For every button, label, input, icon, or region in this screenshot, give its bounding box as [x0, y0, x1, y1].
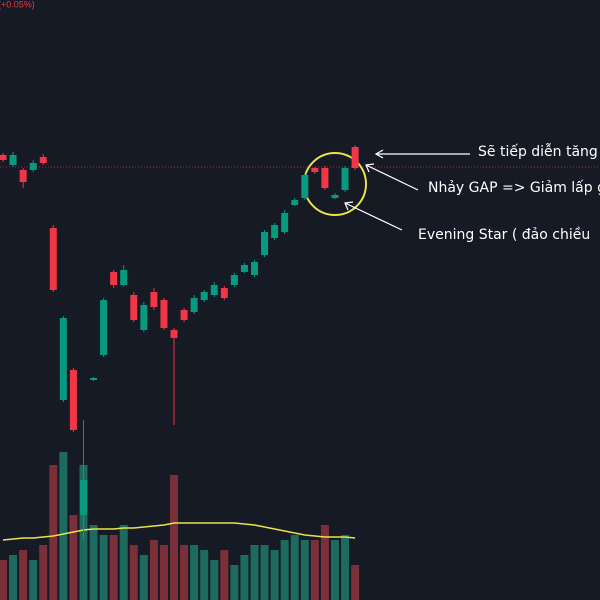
candle-body: [59, 318, 67, 400]
volume-bar: [330, 540, 339, 600]
candle-body: [180, 310, 188, 320]
annotation: Nhảy GAP => Giảm lấp g: [428, 180, 600, 196]
candle-body: [39, 157, 47, 163]
volume-bar: [9, 555, 18, 600]
candle-body: [281, 213, 289, 232]
candle-body: [90, 378, 98, 380]
volume-bar: [89, 525, 98, 600]
change-label: (+0.05%): [0, 0, 35, 9]
volume-bar: [200, 550, 209, 600]
volume-bar: [99, 535, 108, 600]
candle-body: [291, 200, 299, 205]
volume-bar: [180, 545, 189, 600]
volume-bar: [109, 535, 118, 600]
candle-body: [190, 298, 198, 312]
candle-body: [69, 370, 77, 430]
volume-bar: [250, 545, 259, 600]
candle-body: [49, 228, 57, 290]
volume-ma-line: [2, 522, 356, 541]
candle-body: [351, 147, 359, 168]
volume-bar: [210, 560, 219, 600]
candle-body: [130, 295, 138, 320]
volume-bar: [290, 535, 299, 600]
candle-body: [19, 170, 27, 182]
candle-body: [240, 265, 248, 272]
candle-body: [311, 168, 319, 172]
volume-bar: [190, 545, 199, 600]
volume-bar: [240, 555, 249, 600]
candle-body: [110, 272, 118, 285]
candle-body: [220, 288, 228, 298]
volume-bar: [19, 550, 28, 600]
volume-bar: [320, 525, 329, 600]
volume-bar: [270, 550, 279, 600]
candle-body: [210, 285, 218, 295]
candle-body: [160, 300, 168, 328]
candle-body: [120, 270, 128, 285]
candle-body: [100, 300, 108, 355]
candle-body: [29, 163, 37, 170]
volume-bar: [310, 540, 319, 600]
volume-bar: [341, 535, 350, 600]
volume-bar: [39, 545, 48, 600]
volume-bar: [260, 545, 269, 600]
volume-bar: [0, 560, 7, 600]
annotation: Evening Star ( đảo chiều: [418, 226, 590, 243]
candle-body: [170, 330, 178, 338]
candle-body: [261, 232, 269, 255]
volume-bar: [29, 560, 38, 600]
candle-body: [271, 225, 279, 238]
volume-bar: [230, 565, 239, 600]
candle-body: [0, 155, 7, 160]
volume-bar: [119, 525, 128, 600]
candle-body: [230, 275, 238, 285]
candle-body: [79, 480, 87, 515]
volume-bar: [149, 540, 158, 600]
volume-bar: [280, 540, 289, 600]
candle-body: [200, 292, 208, 300]
candle-body: [140, 305, 148, 330]
volume-bar: [129, 545, 138, 600]
volume-bar: [300, 540, 309, 600]
candle-body: [341, 168, 349, 190]
candle-body: [150, 292, 158, 307]
volume-bar: [139, 555, 148, 600]
volume-bar: [69, 515, 78, 600]
candle-body: [331, 195, 339, 198]
volume-bar: [351, 565, 360, 600]
arrows: [344, 149, 470, 231]
volume-bar: [159, 545, 168, 600]
candle-body: [251, 262, 258, 275]
volume-bar: [170, 475, 179, 600]
volume-bar: [59, 452, 68, 600]
volume-bar: [220, 550, 229, 600]
candle-body: [321, 168, 329, 188]
candle-body: [301, 175, 309, 198]
candle-body: [9, 155, 17, 165]
annotation: Sẽ tiếp diễn tăng: [478, 143, 598, 160]
volume-bar: [49, 465, 58, 600]
